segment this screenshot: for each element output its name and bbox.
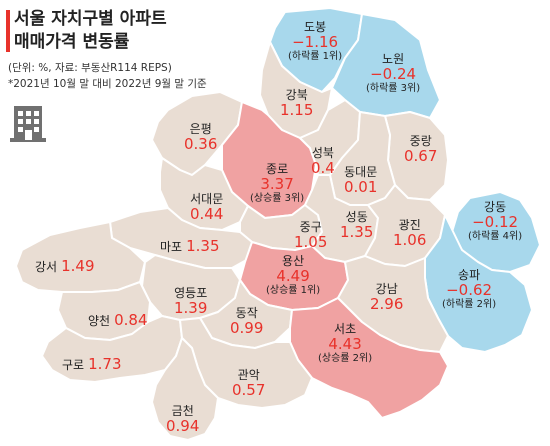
district-name: 성동 xyxy=(345,210,368,224)
district-value: 2.96 xyxy=(370,295,404,313)
district-label-seocho: 서초 4.43 (상승률 2위) xyxy=(318,322,372,365)
district-value: 0.57 xyxy=(232,381,266,399)
district-name: 영등포 xyxy=(174,286,208,300)
district-label-gangdong: 강동 −0.12 (하락률 4위) xyxy=(468,200,522,243)
map-title: 서울 자치구별 아파트 매매가격 변동률 xyxy=(14,8,167,54)
district-rank: (하락률 3위) xyxy=(366,83,421,94)
district-label-yongsan: 용산 4.49 (상승률 1위) xyxy=(266,254,320,297)
district-label-seongbuk: 성북 0.4 xyxy=(311,146,335,177)
district-name: 동작 xyxy=(235,306,258,320)
district-label-yeongdeungpo: 영등포 1.39 xyxy=(174,286,207,317)
district-value: −1.16 xyxy=(292,33,339,51)
district-label-gangbuk: 강북 1.15 xyxy=(280,88,313,119)
district-value: −0.12 xyxy=(472,213,519,231)
district-label-dongdaemun: 동대문 0.01 xyxy=(344,165,377,196)
district-shape-geumcheon[interactable] xyxy=(151,337,219,441)
district-value: 1.39 xyxy=(174,299,208,317)
district-name: 양천 xyxy=(88,314,111,328)
district-name: 도봉 xyxy=(304,20,327,34)
district-label-gwanak: 관악 0.57 xyxy=(232,368,265,399)
district-name: 관악 xyxy=(237,368,260,382)
district-label-mapo: 마포 1.35 xyxy=(160,236,220,255)
district-value: 1.73 xyxy=(88,355,122,373)
district-value: 0.01 xyxy=(344,178,378,196)
district-label-gangnam: 강남 2.96 xyxy=(370,282,403,313)
district-name: 광진 xyxy=(398,218,421,232)
district-label-junggu: 중구 1.05 xyxy=(294,220,327,251)
district-name: 강북 xyxy=(285,88,308,102)
district-value: 1.06 xyxy=(393,231,427,249)
district-label-seongdong: 성동 1.35 xyxy=(340,210,373,241)
district-value: 1.05 xyxy=(294,233,328,251)
district-name: 서대문 xyxy=(190,192,224,206)
map-title-line1: 서울 자치구별 아파트 xyxy=(14,9,167,29)
district-name: 용산 xyxy=(282,254,305,268)
district-label-nowon: 노원 −0.24 (하락률 3위) xyxy=(366,52,420,95)
district-value: 0.67 xyxy=(404,147,438,165)
district-rank: (상승률 2위) xyxy=(318,353,373,364)
district-label-gwangjin: 광진 1.06 xyxy=(393,218,426,249)
district-name: 노원 xyxy=(382,52,405,66)
building-icon xyxy=(10,106,46,142)
district-name: 은평 xyxy=(189,122,212,136)
district-label-jongno: 종로 3.37 (상승률 3위) xyxy=(250,162,304,205)
district-name: 중랑 xyxy=(409,134,432,148)
district-rank: (하락률 2위) xyxy=(442,299,497,310)
map-title-line2: 매매가격 변동률 xyxy=(14,32,130,52)
title-accent-bar xyxy=(6,10,10,52)
district-label-seodaemun: 서대문 0.44 xyxy=(190,192,223,223)
district-name: 서초 xyxy=(334,322,357,336)
district-value: 0.4 xyxy=(311,159,335,177)
district-name: 강서 xyxy=(35,260,58,274)
district-shape-dobong[interactable] xyxy=(269,7,363,93)
period-note: *2021년 10월 말 대비 2022년 9월 말 기준 xyxy=(8,78,207,90)
district-name: 종로 xyxy=(266,162,289,176)
district-name: 강남 xyxy=(375,282,398,296)
district-name: 강동 xyxy=(484,200,507,214)
district-value: 4.49 xyxy=(276,267,310,285)
district-value: 0.94 xyxy=(166,417,200,435)
district-rank: (하락률 1위) xyxy=(288,51,343,62)
district-value: 1.35 xyxy=(340,223,374,241)
district-label-geumcheon: 금천 0.94 xyxy=(166,404,199,435)
district-rank: (상승률 1위) xyxy=(266,285,321,296)
district-value: 0.36 xyxy=(184,135,218,153)
district-label-yangcheon: 양천 0.84 xyxy=(88,310,148,329)
district-label-songpa: 송파 −0.62 (하락률 2위) xyxy=(442,268,496,311)
district-label-guro: 구로 1.73 xyxy=(62,354,122,373)
district-value: 1.35 xyxy=(186,237,220,255)
district-value: 1.15 xyxy=(280,101,314,119)
district-value: −0.62 xyxy=(446,281,493,299)
district-rank: (하락률 4위) xyxy=(468,231,523,242)
district-value: 0.84 xyxy=(114,311,148,329)
district-name: 중구 xyxy=(299,220,322,234)
district-label-dobong: 도봉 −1.16 (하락률 1위) xyxy=(288,20,342,63)
district-label-jungnang: 중랑 0.67 xyxy=(404,134,437,165)
district-name: 구로 xyxy=(62,358,85,372)
district-name: 성북 xyxy=(311,146,334,160)
district-name: 동대문 xyxy=(344,165,378,179)
district-value: 0.99 xyxy=(230,319,264,337)
district-rank: (상승률 3위) xyxy=(250,193,305,204)
district-name: 금천 xyxy=(171,404,194,418)
unit-source-note: (단위: %, 자료: 부동산R114 REPS) xyxy=(8,62,172,74)
district-value: −0.24 xyxy=(370,65,417,83)
district-name: 마포 xyxy=(160,240,183,254)
district-label-dongjak: 동작 0.99 xyxy=(230,306,263,337)
district-name: 송파 xyxy=(458,268,481,282)
district-value: 0.44 xyxy=(190,205,224,223)
district-value: 1.49 xyxy=(61,257,95,275)
district-label-eunpyeong: 은평 0.36 xyxy=(184,122,217,153)
district-label-gangseo: 강서 1.49 xyxy=(35,256,95,275)
district-value: 4.43 xyxy=(328,335,362,353)
district-value: 3.37 xyxy=(260,175,294,193)
